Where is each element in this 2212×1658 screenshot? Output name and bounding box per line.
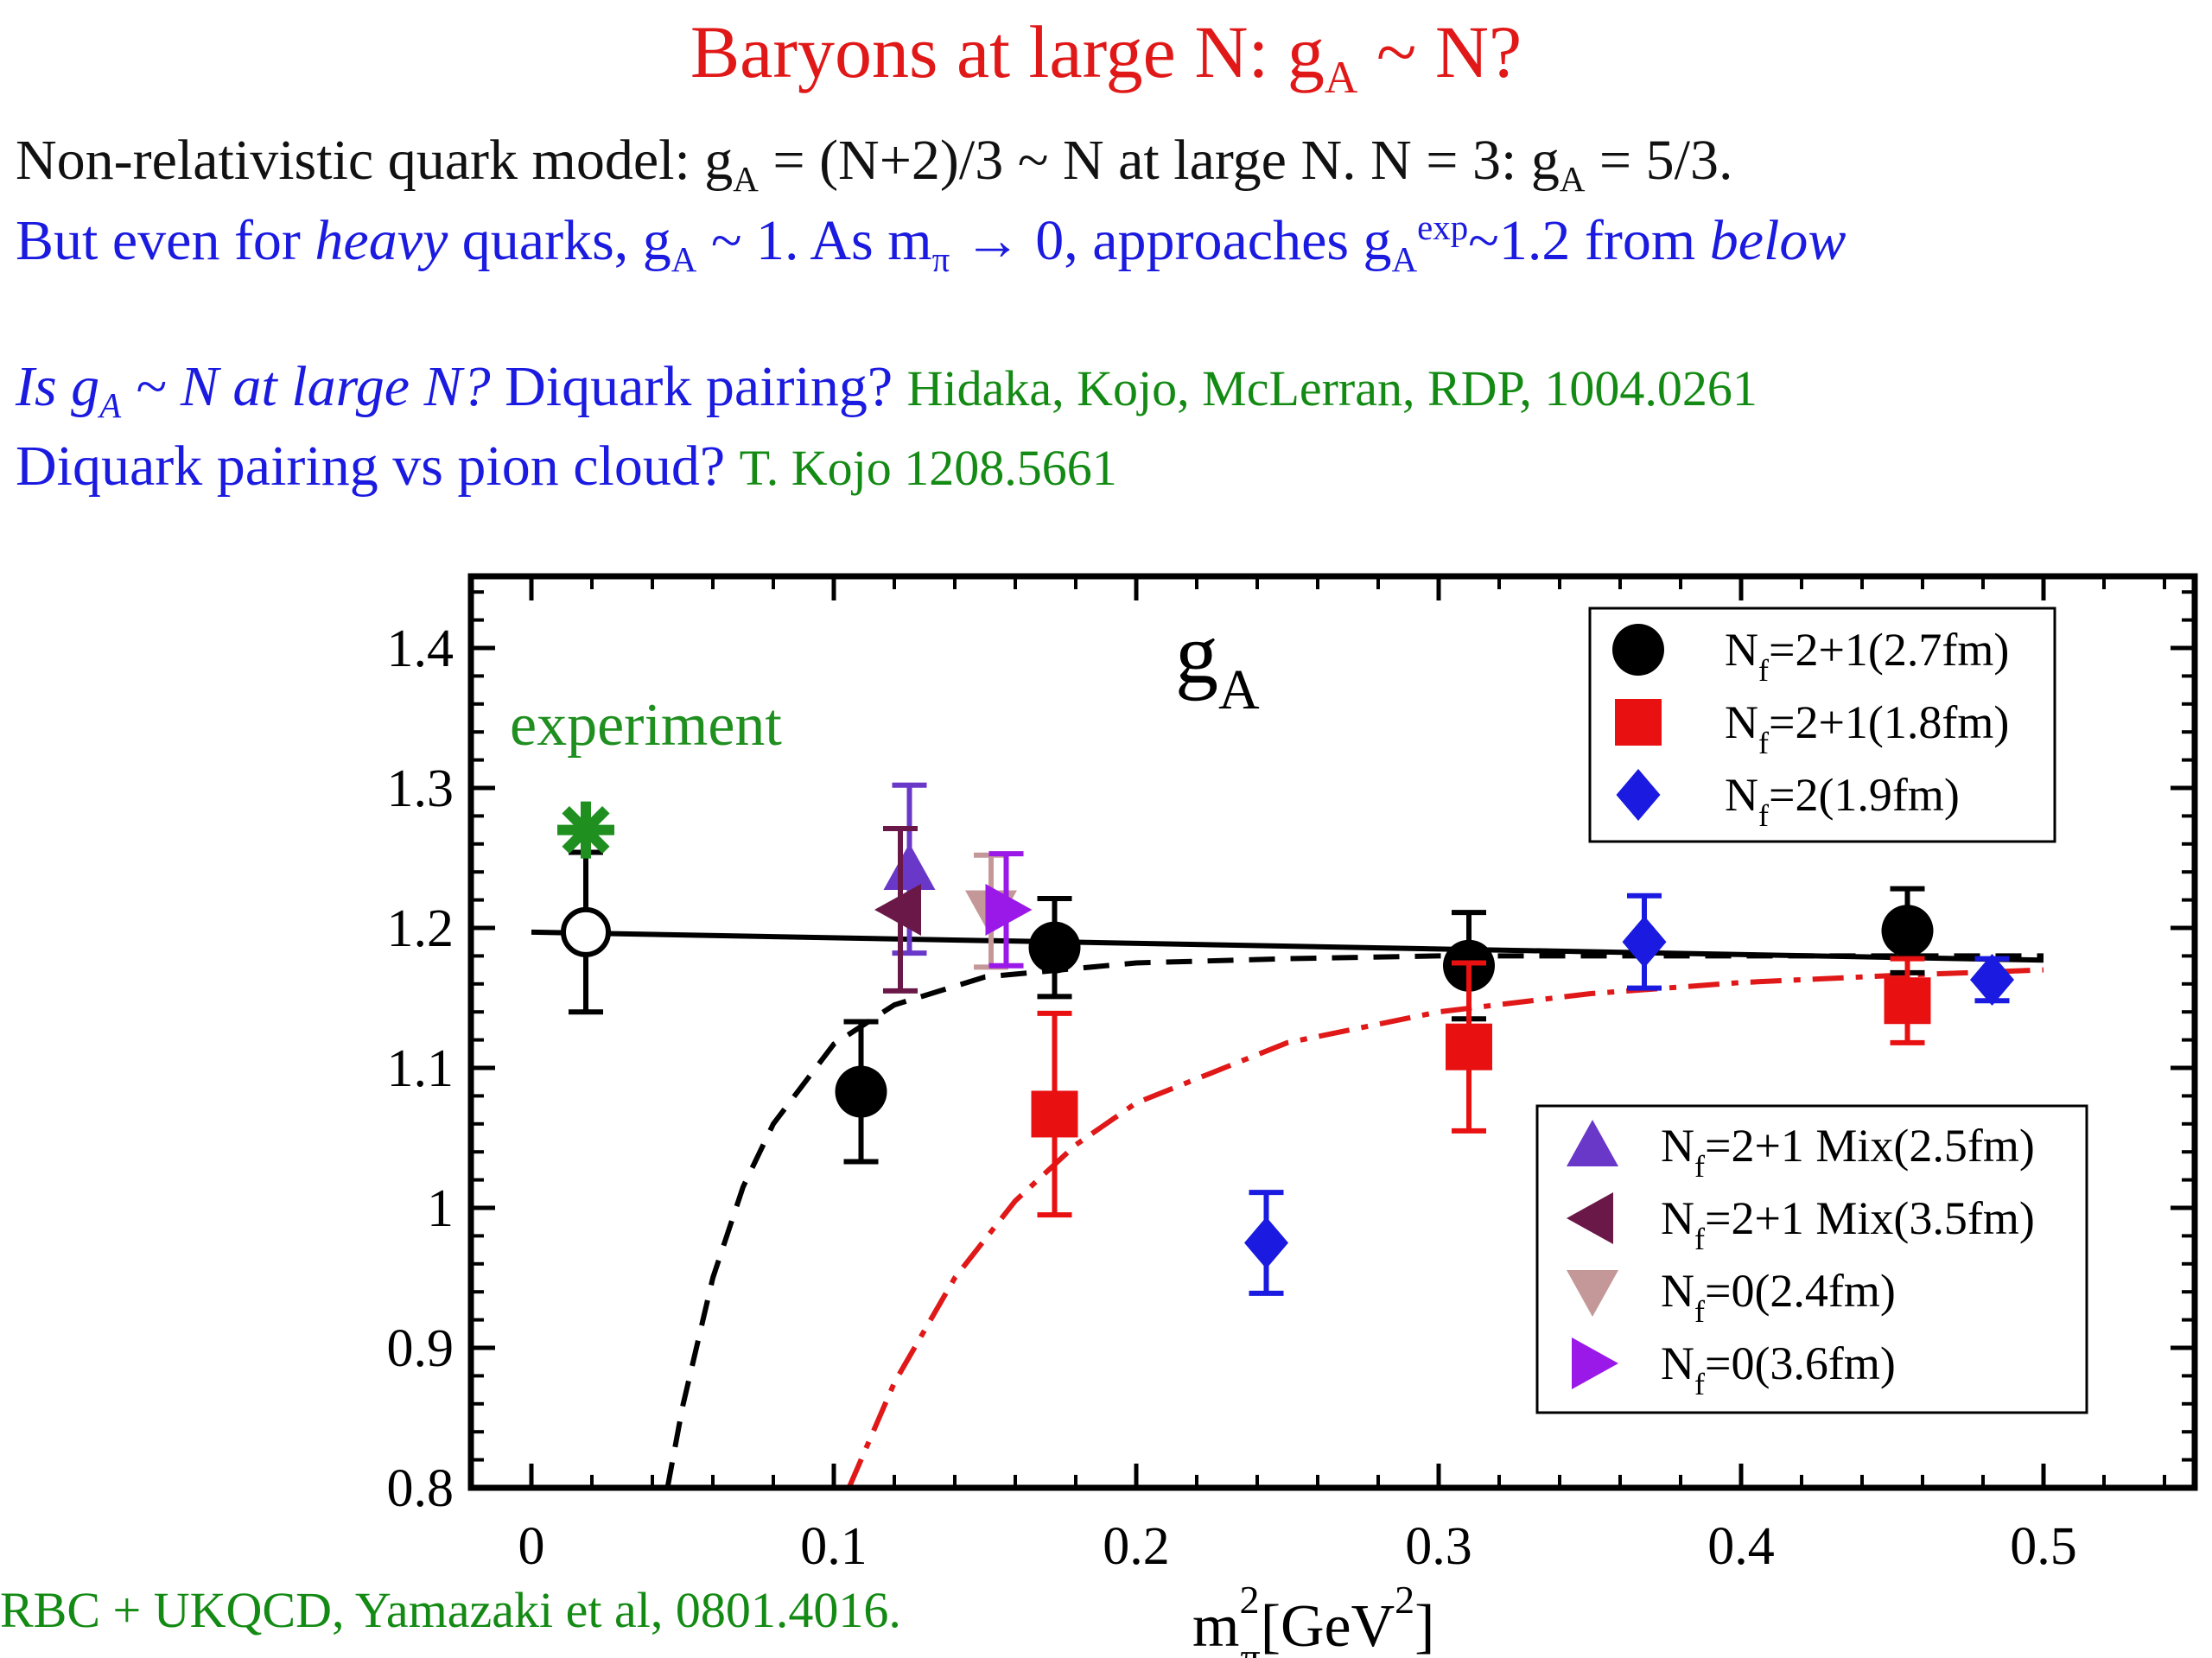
legend-entry-label: Nf=2+1(1.8fm) <box>1725 696 2009 760</box>
legend-marker-circle <box>1612 624 1664 676</box>
legend-label-rest: =2+1 Mix(3.5fm) <box>1705 1192 2035 1244</box>
data-points <box>557 782 2014 1296</box>
legend-marker-triangle-right <box>1572 1337 1618 1389</box>
point-circle-1 <box>1028 921 1081 974</box>
x-tick-label: 0.3 <box>1405 1517 1472 1576</box>
legend-marker-triangle-down <box>1567 1270 1618 1317</box>
point-triangle-left-0 <box>874 883 921 936</box>
x-axis-label: m2 π[GeV2] <box>1192 1578 1434 1658</box>
legend-label-sub: f <box>1694 1294 1705 1329</box>
legend-label-sub: f <box>1694 1149 1705 1184</box>
reference-kojo: T. Kojo 1208.5661 <box>739 440 1117 496</box>
reference-hidaka: Hidaka, Kojo, McLerran, RDP, 1004.0261 <box>906 360 1758 416</box>
heavy-quark-line: But even for heavy quarks, gA ~ 1. As mπ… <box>16 208 1847 280</box>
legend-label-rest: =0(2.4fm) <box>1705 1265 1896 1317</box>
point-diamond-0 <box>1244 1217 1288 1269</box>
y-tick-label: 1.3 <box>387 759 454 818</box>
x-tick-label: 0.2 <box>1103 1517 1170 1576</box>
point-square-1 <box>1446 1023 1492 1070</box>
point-diamond-1 <box>1622 916 1667 969</box>
fit-solid <box>531 929 2044 963</box>
fit-curves <box>531 929 2044 1490</box>
x-tick-label: 0.1 <box>800 1517 868 1576</box>
extrapolated-point <box>561 906 611 957</box>
legend-label-main: N <box>1725 769 1758 821</box>
legend-label-main: N <box>1725 696 1758 748</box>
y-tick-label: 1.4 <box>387 619 454 678</box>
x-tick-label: 0.4 <box>1707 1517 1775 1576</box>
fit-dashdot <box>846 967 2044 1490</box>
point-square-2 <box>1884 977 1931 1025</box>
legend-label-sub: f <box>1758 726 1769 760</box>
legend-label-main: N <box>1661 1337 1694 1389</box>
y-tick-label: 1.1 <box>387 1039 454 1098</box>
legend-label-sub: f <box>1694 1222 1705 1256</box>
legend-marker-triangle-left <box>1567 1192 1613 1244</box>
legend-label-main: N <box>1661 1265 1694 1317</box>
legend-label-main: N <box>1661 1192 1694 1244</box>
legend-bottom: Nf=2+1 Mix(2.5fm)Nf=2+1 Mix(3.5fm)Nf=0(2… <box>1535 1104 2088 1414</box>
point-square-0 <box>1031 1090 1078 1138</box>
legend-label-sub: f <box>1694 1367 1705 1401</box>
y-tick-label: 1.2 <box>387 899 454 958</box>
legend-entry-label: Nf=2(1.9fm) <box>1725 769 1960 833</box>
axis-ticks: 0 0.1 0.2 0.3 0.4 0.5 0.8 0.9 1 1.1 1.2 1.3 1.4 <box>387 576 2195 1576</box>
star-stroke <box>562 806 610 854</box>
quark-model-line: Non-relativistic quark model: gA = (N+2)… <box>16 129 1733 200</box>
experiment-annotation: experiment <box>510 692 782 759</box>
legend-entry-label: Nf=0(3.6fm) <box>1661 1337 1896 1401</box>
y-tick-label: 0.9 <box>387 1319 454 1378</box>
legend-label-main: N <box>1661 1120 1694 1172</box>
x-tick-label: 0 <box>518 1517 545 1576</box>
legend-label-rest: =2+1(1.8fm) <box>1769 696 2009 748</box>
point-triangle-up-0 <box>883 842 936 890</box>
legend-label-sub: f <box>1758 653 1769 688</box>
legend-marker-triangle-up <box>1567 1120 1618 1166</box>
question-line: Is gA ~ N at large N? Diquark pairing? H… <box>16 355 1758 426</box>
legend-label-rest: =0(3.6fm) <box>1705 1337 1896 1389</box>
legend-label-rest: =2+1(2.7fm) <box>1769 624 2009 676</box>
point-circle-3 <box>1881 905 1934 957</box>
legend-entry-label: Nf=2+1 Mix(3.5fm) <box>1661 1192 2035 1256</box>
legend-label-rest: =2+1 Mix(2.5fm) <box>1705 1120 2035 1172</box>
diquark-line: Diquark pairing vs pion cloud? T. Kojo 1… <box>16 435 1117 498</box>
legend-entry-label: Nf=0(2.4fm) <box>1661 1265 1896 1329</box>
legend-marker-diamond <box>1616 769 1661 821</box>
experiment-star <box>557 801 614 859</box>
legend-entry-label: Nf=2+1 Mix(2.5fm) <box>1661 1120 2035 1184</box>
legend-entry-label: Nf=2+1(2.7fm) <box>1725 624 2009 688</box>
point-circle-0 <box>835 1065 887 1118</box>
legend-label-rest: =2(1.9fm) <box>1769 769 1960 821</box>
legend-label-main: N <box>1725 624 1758 676</box>
plot-frame <box>467 573 2198 1491</box>
point-diamond-2 <box>1970 953 2014 1006</box>
credit-line: RBC + UKQCD, Yamazaki et al, 0801.4016. <box>0 1582 901 1638</box>
fit-dashed <box>664 953 2044 1489</box>
chart-title: gA <box>1175 606 1260 721</box>
legend-marker-square <box>1615 699 1662 746</box>
y-tick-label: 0.8 <box>387 1459 454 1518</box>
legend-top: Nf=2+1(2.7fm)Nf=2+1(1.8fm)Nf=2(1.9fm) <box>1588 607 2056 843</box>
point-triangle-right-0 <box>985 883 1033 936</box>
x-tick-label: 0.5 <box>2010 1517 2077 1576</box>
y-tick-label: 1 <box>427 1179 454 1238</box>
slide-title: Baryons at large N: gA ~ N? <box>690 10 1522 104</box>
legend-label-sub: f <box>1758 798 1769 833</box>
